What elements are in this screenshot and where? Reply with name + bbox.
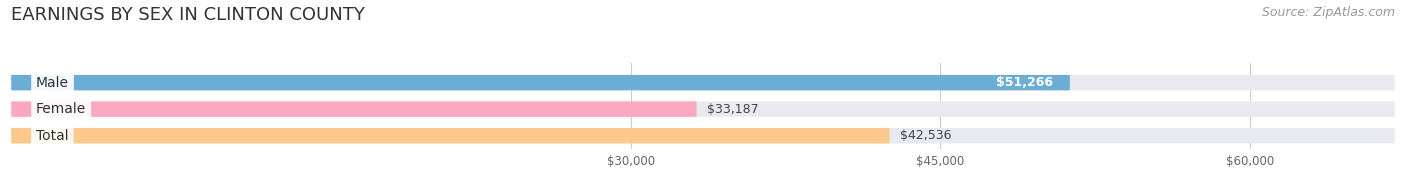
Text: $33,187: $33,187 <box>707 103 758 116</box>
Text: Total: Total <box>37 129 69 143</box>
FancyBboxPatch shape <box>11 75 1395 90</box>
Text: Female: Female <box>37 102 86 116</box>
FancyBboxPatch shape <box>11 128 1395 143</box>
FancyBboxPatch shape <box>11 102 696 117</box>
Text: Source: ZipAtlas.com: Source: ZipAtlas.com <box>1261 6 1395 19</box>
Text: Male: Male <box>37 76 69 90</box>
Text: EARNINGS BY SEX IN CLINTON COUNTY: EARNINGS BY SEX IN CLINTON COUNTY <box>11 6 366 24</box>
FancyBboxPatch shape <box>11 102 1395 117</box>
FancyBboxPatch shape <box>11 75 1070 90</box>
Text: $51,266: $51,266 <box>997 76 1053 89</box>
FancyBboxPatch shape <box>11 128 890 143</box>
Text: $42,536: $42,536 <box>900 129 952 142</box>
